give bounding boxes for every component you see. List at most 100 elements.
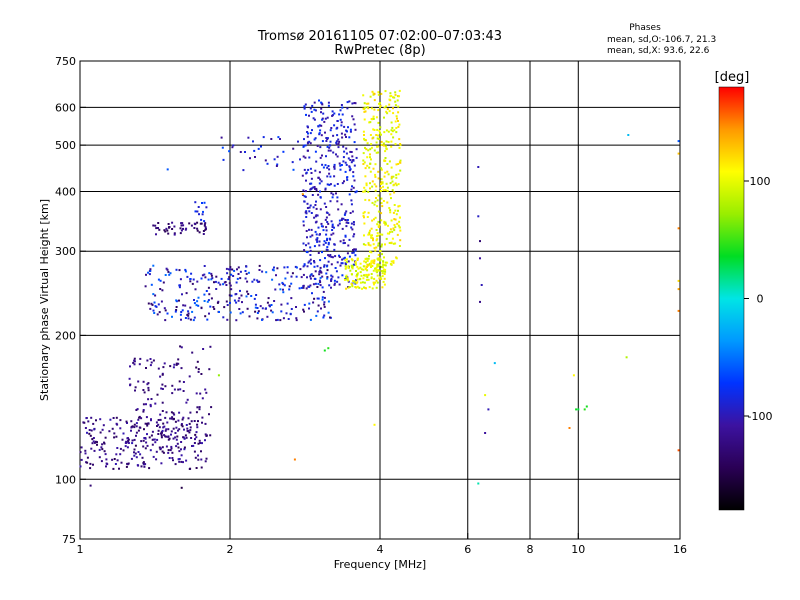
data-point-o-cusp [320,107,323,110]
data-point-low-trace [140,465,143,468]
data-point-o-upper-branch [222,158,225,161]
data-point-x-cusp [383,106,386,109]
data-point-o-main-curve [276,318,279,321]
data-point-x-cusp [389,182,392,185]
data-point-x-cusp [394,218,397,221]
data-point-o-cusp [308,206,311,209]
data-point-x-trace [366,269,369,272]
data-point-x-cusp [399,239,402,242]
data-point-low-trace [180,454,183,457]
data-point-o-cusp [348,255,351,258]
data-point-o-upper-branch [252,140,254,143]
data-point-o-main-curve [282,283,285,286]
data-point-o-main-curve [162,281,165,284]
data-point-low-trace [161,446,164,449]
data-point-o-upper-branch [266,162,269,165]
data-point-x-cusp [380,140,383,143]
data-point-low-hook [169,365,172,368]
data-point-o-main-curve [289,313,292,316]
data-point-o-cusp [350,222,353,225]
data-point-o-main-curve [300,286,303,289]
data-point-o-upper-branch [297,140,299,143]
data-point-low-trace [190,437,193,439]
data-point-low-tail [187,430,190,432]
data-point-x-cusp [367,233,370,236]
data-point-x-cusp [394,143,397,146]
data-point-o-upper-branch [242,169,245,172]
data-point-low-trace [141,456,144,459]
data-point-o-cusp [311,129,313,132]
data-point-o-cusp [343,125,346,128]
data-point-x-trace [354,261,357,263]
data-point-low-trace [84,449,87,452]
data-point-x-cusp [393,129,396,132]
data-point-o-cusp [353,179,356,182]
data-point-e-layer [173,232,176,235]
data-point-o-cusp [314,187,316,190]
data-point-o-cusp [303,195,306,198]
data-point-x-cusp [378,223,381,226]
data-point-x-trace [371,287,374,290]
data-point-low-trace [180,423,183,425]
data-point-x-cusp [382,142,385,145]
data-point-o-cusp [342,217,345,220]
data-point-low-tail [198,406,201,409]
data-point [477,215,480,218]
data-point-o-cusp [322,112,325,115]
data-point-o-cusp [329,149,332,152]
data-point-o-cusp [329,129,332,132]
data-point-x-trace [349,269,352,272]
data-point-o-cusp [303,263,306,266]
data-point-x-cusp [380,219,383,222]
data-point-o-main-curve [203,293,206,296]
data-point-x-cusp [397,105,400,108]
data-point-o-main-curve [204,315,207,318]
data-point-e-layer [167,223,170,225]
data-point-o-cusp [312,117,315,120]
data-point-low-trace [105,458,108,461]
data-point-x-cusp [391,180,394,183]
data-point-low-trace [180,441,183,443]
data-point [477,482,480,485]
data-point-low-trace [152,455,155,458]
data-point-low-trace [170,445,173,448]
data-point-x-trace [362,268,365,271]
data-point-low-trace [184,434,187,437]
data-point-o-cusp [320,222,323,225]
data-point-o-main-curve [295,319,298,322]
data-point-o-main-curve [290,275,293,278]
data-point-o-main-curve [235,301,238,304]
data-point-x-cusp [398,146,401,149]
data-point-o-cusp [344,219,347,221]
data-point-x-cusp [388,207,391,209]
data-point-o-upper-branch [326,166,329,169]
data-point-low-tail [175,363,178,366]
data-point-o-main-curve [161,289,164,292]
data-point-low-trace [115,416,118,419]
data-point-o-cusp [338,219,341,222]
data-point-o-cusp [309,167,312,170]
data-point-low-hook [135,409,138,411]
data-point-x-cusp [375,229,378,231]
data-point-o-cusp [349,130,352,133]
data-point-o-cusp [303,105,306,108]
data-point-o-cusp [340,124,343,127]
x-tick-label: 16 [673,543,687,556]
data-point-x-cusp [397,95,400,98]
data-point [585,405,588,408]
data-point-o-cusp [344,234,347,237]
data-point-x-cusp [382,185,384,188]
data-point-x-cusp [398,245,401,247]
data-point-o-main-curve [220,277,223,280]
data-point-x-cusp [371,137,374,140]
data-point-o-main-curve [286,266,289,269]
data-point-o-main-curve [166,268,169,271]
data-point-o-main-curve [215,288,218,290]
data-point-low-tail [200,373,203,375]
data-point-x-cusp [393,191,396,194]
data-point-x-cusp [393,204,396,206]
data-point-o-cusp [333,167,336,170]
data-point-low-trace [196,426,199,429]
data-point-low-hook [137,380,140,383]
data-point-low-hook [153,438,156,441]
